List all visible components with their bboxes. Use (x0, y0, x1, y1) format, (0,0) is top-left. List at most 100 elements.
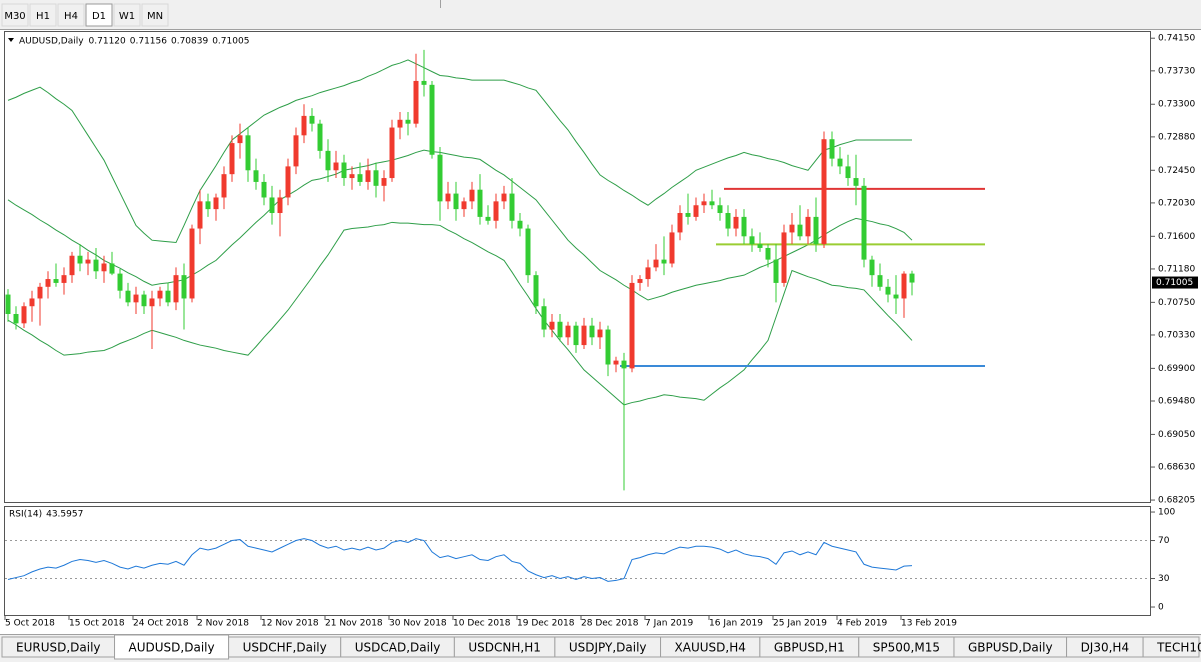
candle-body (61, 275, 67, 283)
candle-body (909, 273, 915, 283)
candle-body (709, 201, 715, 206)
timeframe-label[interactable]: M30 (4, 11, 25, 22)
candle-body (797, 224, 803, 237)
candle-body (693, 205, 699, 217)
candle-body (805, 216, 811, 237)
candle-body (469, 189, 475, 202)
chart-tab-label[interactable]: EURUSD,Daily (16, 641, 101, 655)
candle-body (125, 290, 131, 303)
candle-body (509, 193, 515, 221)
candle-body (181, 275, 187, 299)
candle-body (373, 170, 379, 186)
chart-tab-label[interactable]: AUDUSD,Daily (129, 641, 215, 655)
x-tick-label: 15 Oct 2018 (69, 619, 125, 629)
candle-body (45, 279, 51, 287)
bollinger-band (7, 221, 913, 406)
y-tick-label: 0.71600 (1158, 232, 1195, 242)
timeframe-button[interactable] (141, 3, 169, 27)
y-tick-label: 0.73300 (1158, 100, 1195, 110)
candle-body (405, 119, 411, 124)
current-price-label: 0.71005 (1156, 278, 1193, 288)
x-tick-label: 28 Dec 2018 (581, 619, 639, 629)
timeframe-button[interactable] (29, 3, 57, 27)
ohlc-value: 0.70839 (171, 37, 208, 47)
candle-body (261, 181, 267, 198)
chart-tab-label[interactable]: DJ30,H4 (1081, 641, 1130, 655)
timeframe-label[interactable]: MN (147, 11, 163, 22)
candle-body (309, 115, 315, 124)
candle-body (845, 166, 851, 179)
x-tick-label: 4 Feb 2019 (837, 619, 888, 629)
candle-body (453, 193, 459, 210)
candle-body (733, 216, 739, 229)
y-tick-label: 0.70750 (1158, 298, 1195, 308)
ohlc-value: 0.71120 (89, 37, 126, 47)
candle-body (197, 201, 203, 229)
timeframe-button[interactable] (85, 3, 113, 27)
candle-body (101, 263, 107, 272)
candle-body (253, 170, 259, 182)
candle-body (541, 306, 547, 330)
candle-body (149, 298, 155, 307)
candle-body (621, 360, 627, 369)
rsi-plot-frame (4, 506, 1151, 616)
timeframe-label[interactable]: H1 (36, 11, 50, 22)
x-tick-label: 2 Nov 2018 (197, 619, 249, 629)
chart-tab-label[interactable]: USDCHF,Daily (243, 641, 327, 655)
chart-tab-label[interactable]: GBPUSD,Daily (968, 641, 1053, 655)
candle-body (701, 201, 707, 206)
candle-body (229, 143, 235, 175)
chart-tab-label[interactable]: USDCAD,Daily (355, 641, 441, 655)
candle-body (749, 236, 755, 245)
timeframe-label[interactable]: H4 (64, 11, 78, 22)
timeframe-button[interactable] (1, 3, 29, 27)
chart-tab-label[interactable]: SP500,M15 (873, 641, 940, 655)
candle-body (437, 154, 443, 202)
candle-body (597, 329, 603, 338)
candle-body (381, 178, 387, 186)
chart-tab-label[interactable]: XAUUSD,H4 (675, 641, 746, 655)
candle-body (37, 286, 43, 299)
candle-body (397, 119, 403, 128)
timeframe-label[interactable]: D1 (92, 11, 106, 22)
x-tick-label: 19 Dec 2018 (517, 619, 575, 629)
candle-body (133, 294, 139, 303)
y-tick-label: 0.71180 (1158, 264, 1195, 274)
chart-tab-label[interactable]: GBPUSD,H1 (774, 641, 845, 655)
x-tick-label: 10 Dec 2018 (453, 619, 511, 629)
chart-title: AUDUSD,Daily (19, 37, 84, 47)
candle-body (245, 135, 251, 171)
candle-body (821, 139, 827, 245)
candle-body (421, 80, 427, 85)
chart-tab[interactable] (1142, 636, 1200, 658)
rsi-y-tick-label: 0 (1158, 603, 1164, 613)
y-tick-label: 0.69900 (1158, 364, 1195, 374)
chart-tab-label[interactable]: TECH100,H1 (1156, 641, 1201, 655)
candle-body (213, 197, 219, 210)
y-tick-label: 0.68630 (1158, 463, 1195, 473)
rsi-y-tick-label: 70 (1158, 536, 1170, 546)
candle-body (93, 259, 99, 272)
candle-body (893, 294, 899, 299)
timeframe-button[interactable] (57, 3, 85, 27)
candle-body (861, 185, 867, 260)
chart-tab[interactable] (114, 634, 230, 660)
candle-body (389, 127, 395, 179)
candle-body (525, 228, 531, 276)
candle-body (69, 255, 75, 276)
collapse-arrow (8, 38, 14, 42)
ohlc-value: 0.71005 (212, 37, 249, 47)
x-tick-label: 7 Jan 2019 (645, 619, 693, 629)
candle-body (573, 325, 579, 346)
chart-tab-label[interactable]: USDJPY,Daily (569, 641, 647, 655)
x-tick-label: 12 Nov 2018 (261, 619, 319, 629)
timeframe-button[interactable] (113, 3, 141, 27)
chart-tab-label[interactable]: USDCNH,H1 (468, 641, 541, 655)
timeframe-label[interactable]: W1 (119, 11, 135, 22)
candle-body (829, 139, 835, 159)
candle-body (869, 259, 875, 276)
candle-body (285, 166, 291, 198)
candle-body (269, 197, 275, 214)
